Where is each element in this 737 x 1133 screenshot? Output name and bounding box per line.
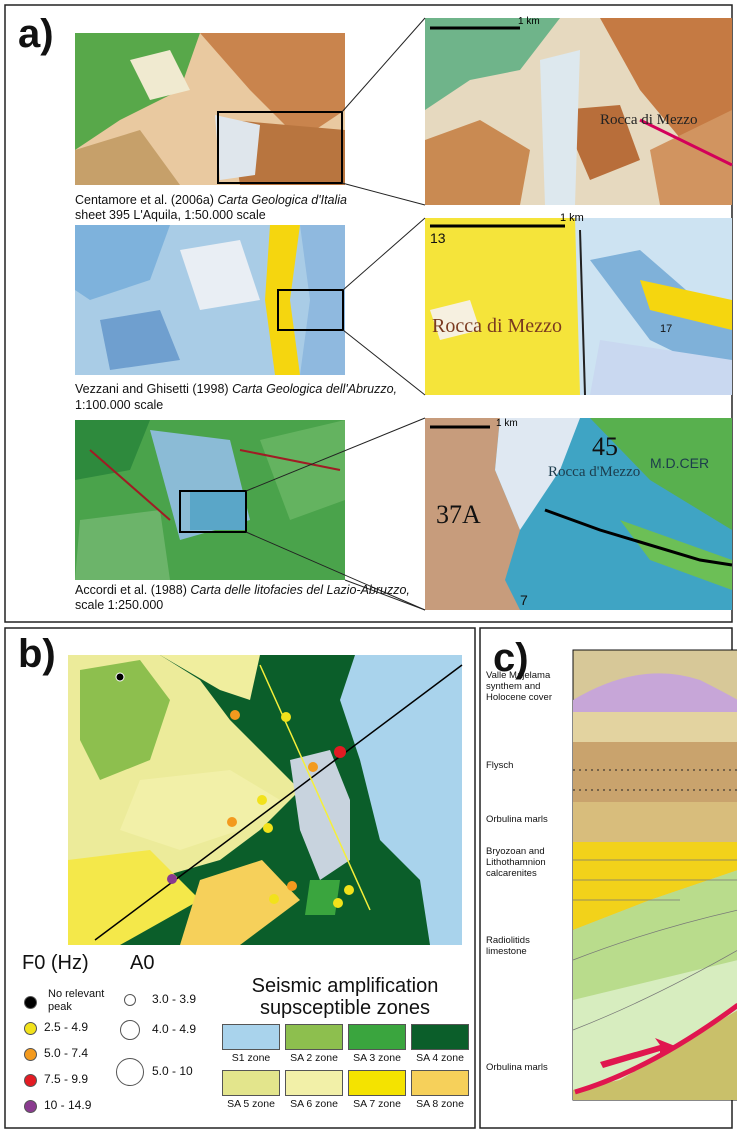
legend-marker [24, 1074, 37, 1087]
legend-marker [24, 996, 37, 1009]
zone-label: SA 4 zone [411, 1052, 469, 1064]
caption-detail: 1:100.000 scale [75, 398, 163, 413]
legend-title: Seismic amplification [225, 975, 465, 998]
zone-label: SA 3 zone [348, 1052, 406, 1064]
figure-graphics [0, 0, 737, 1133]
zone-label: SA 7 zone [348, 1098, 406, 1110]
unit-label: Bryozoan and Lithothamnion calcarenites [486, 846, 572, 879]
map-3-overview [75, 420, 345, 580]
legend-label: 5.0 - 10 [152, 1064, 193, 1078]
legend-label: No relevant [48, 988, 104, 1000]
map-1-overview [75, 33, 345, 185]
legend-label: 4.0 - 4.9 [152, 1022, 196, 1036]
map-2-zoom [425, 218, 732, 395]
citation: Accordi et al. (1988) [75, 583, 187, 597]
unit-label: Valle Majelama synthem and Holocene cove… [486, 670, 572, 703]
citation: Vezzani and Ghisetti (1998) [75, 382, 229, 396]
map-label: 1 km [560, 212, 584, 224]
legend-marker [124, 994, 136, 1006]
zone-swatch [411, 1070, 469, 1096]
zone-label: SA 5 zone [222, 1098, 280, 1110]
legend-marker [24, 1022, 37, 1035]
map-title: Carta Geologica dell'Abruzzo, [232, 382, 397, 396]
zone-label: SA 6 zone [285, 1098, 343, 1110]
caption-detail: scale 1:250.000 [75, 598, 163, 613]
panel-label: a) [18, 12, 54, 57]
zone-label: S1 zone [222, 1052, 280, 1064]
map-label: 45 [592, 432, 618, 462]
unit-label: Flysch [486, 760, 572, 771]
caption-detail: sheet 395 L'Aquila, 1:50.000 scale [75, 208, 266, 223]
legend-label: 3.0 - 3.9 [152, 992, 196, 1006]
map-label: Rocca di Mezzo [600, 112, 697, 129]
legend-label: 2.5 - 4.9 [44, 1020, 88, 1034]
zone-swatch [285, 1024, 343, 1050]
unit-label: Orbulina marls [486, 1062, 572, 1073]
legend-marker [116, 1058, 144, 1086]
legend-label: 7.5 - 9.9 [44, 1072, 88, 1086]
map-label: Rocca d'Mezzo [548, 464, 640, 481]
unit-label: Orbulina marls [486, 814, 572, 825]
legend-label: 5.0 - 7.4 [44, 1046, 88, 1060]
map-label: 37A [436, 500, 481, 530]
stratigraphic-column [573, 650, 737, 1100]
zone-swatch [285, 1070, 343, 1096]
zone-swatch [411, 1024, 469, 1050]
map-label: 17 [660, 323, 672, 335]
caption: Vezzani and Ghisetti (1998) Carta Geolog… [75, 382, 397, 397]
map-label: 1 km [496, 418, 518, 429]
map-label: M.D.CER [650, 455, 709, 471]
zone-swatch [348, 1070, 406, 1096]
caption: Centamore et al. (2006a) Carta Geologica… [75, 193, 347, 208]
legend-title: A0 [130, 952, 154, 975]
microzonation-map [68, 655, 462, 945]
zone-swatch [222, 1024, 280, 1050]
legend-marker [24, 1048, 37, 1061]
zone-label: SA 8 zone [411, 1098, 469, 1110]
legend-title: supsceptible zones [225, 997, 465, 1020]
legend-marker [24, 1100, 37, 1113]
caption: Accordi et al. (1988) Carta delle litofa… [75, 583, 410, 598]
map-label: 1 km [518, 16, 540, 27]
zone-swatch [222, 1070, 280, 1096]
zone-swatch [348, 1024, 406, 1050]
map-label: 13 [430, 230, 446, 246]
legend-label: peak [48, 1001, 72, 1013]
legend-label: 10 - 14.9 [44, 1098, 91, 1112]
map-2-overview [75, 225, 345, 375]
map-title: Carta delle litofacies del Lazio-Abruzzo… [190, 583, 410, 597]
unit-label: Radiolitids limestone [486, 935, 572, 957]
map-label: Rocca di Mezzo [432, 315, 562, 338]
citation: Centamore et al. (2006a) [75, 193, 214, 207]
panel-label: b) [18, 632, 56, 677]
map-label: 7 [520, 592, 528, 608]
legend-title: F0 (Hz) [22, 952, 89, 975]
map-title: Carta Geologica d'Italia [217, 193, 347, 207]
zone-label: SA 2 zone [285, 1052, 343, 1064]
legend-marker [120, 1020, 140, 1040]
figure: a) Centamore et al. (2006a) Carta Geolog… [0, 0, 737, 1133]
